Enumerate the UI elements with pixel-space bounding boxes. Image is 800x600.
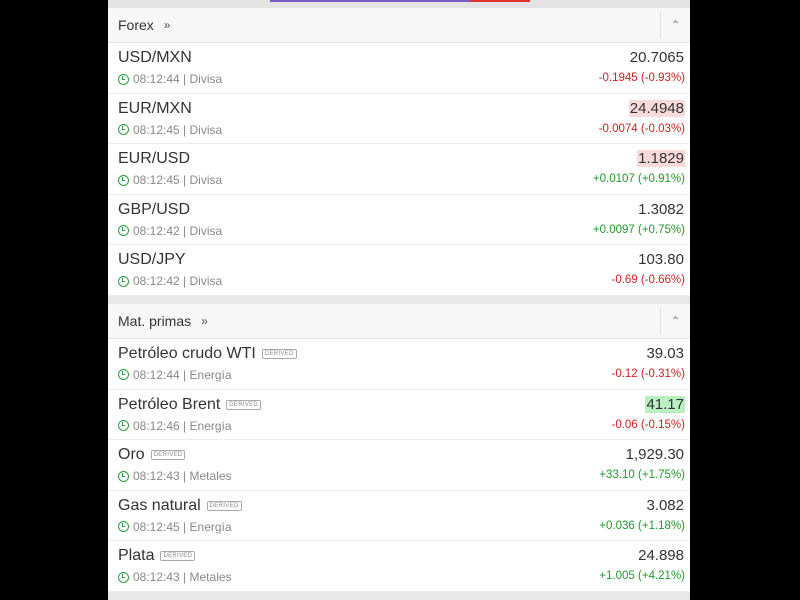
instrument-name[interactable]: EUR/MXN [118,99,192,117]
category: Divisa [189,173,223,188]
instrument-row[interactable]: EUR/MXN 08:12:45 | Divisa 24.4948 -0.007… [108,94,690,145]
more-chevron-icon[interactable]: » [163,18,171,32]
category: Energía [189,519,232,534]
instrument-row[interactable]: EUR/USD 08:12:45 | Divisa 1.1829 +0.0107… [108,144,690,195]
clock-icon [118,571,129,583]
collapse-chevron-icon[interactable]: ⌃ [660,307,690,334]
change: +0.0097 (+0.75%) [592,223,685,236]
instrument-name[interactable]: Plata [118,547,155,565]
change: +33.10 (+1.75%) [599,469,685,482]
change: -0.12 (-0.31%) [611,367,685,380]
update-time: 08:12:45 [133,519,180,534]
update-time: 08:12:45 [133,173,180,188]
price: 1,929.30 [625,446,684,464]
derived-badge: DERIVED [160,551,196,562]
price: 103.80 [638,251,684,269]
price: 24.898 [638,547,684,565]
instrument-row[interactable]: USD/JPY 08:12:42 | Divisa 103.80 -0.69 (… [108,245,690,296]
change: +1.005 (+4.21%) [599,570,685,583]
instrument-row[interactable]: Oro DERIVED 08:12:43 | Metales 1,929.30 +… [108,440,690,491]
change: -0.1945 (-0.93%) [598,72,685,84]
price: 1.1829 [637,150,685,168]
clock-icon [118,275,129,287]
collapse-chevron-icon[interactable]: ⌃ [660,12,690,38]
derived-badge: DERIVED [261,348,297,359]
change: +0.0107 (+0.91%) [592,173,685,186]
derived-badge: DERIVED [206,500,242,511]
clock-icon [118,420,129,432]
clock-icon [118,225,129,237]
section-mat-primas: Mat. primas » ⌃ Petróleo crudo WTI DERIVE… [108,303,690,592]
update-time: 08:12:44 [133,72,180,86]
section-forex: Forex » ⌃ USD/MXN 08:12:44 | Divisa 20.7… [108,8,690,296]
instrument-row[interactable]: Gas natural DERIVED 08:12:45 | Energía 3.… [108,491,690,542]
update-time: 08:12:45 [133,122,180,137]
update-time: 08:12:43 [133,570,180,585]
update-time: 08:12:42 [133,223,180,238]
section-title[interactable]: Forex [118,17,154,33]
instrument-row[interactable]: Plata DERIVED 08:12:43 | Metales 24.898 +… [108,541,690,592]
instrument-row[interactable]: Petróleo crudo WTI DERIVED 08:12:44 | Ene… [108,339,690,390]
change: -0.06 (-0.15%) [611,418,685,431]
price: 41.17 [645,395,685,413]
instrument-row[interactable]: GBP/USD 08:12:42 | Divisa 1.3082 +0.0097… [108,195,690,246]
category: Metales [189,570,232,585]
derived-badge: DERIVED [150,450,186,461]
instrument-row[interactable]: Petróleo Brent DERIVED 08:12:46 | Energía… [108,390,690,441]
category: Energía [189,367,232,382]
update-time: 08:12:46 [133,418,180,433]
price: 3.082 [646,496,684,514]
category: Divisa [189,122,223,137]
instrument-row[interactable]: USD/MXN 08:12:44 | Divisa 20.7065 -0.194… [108,43,690,94]
instrument-name[interactable]: USD/JPY [118,251,186,269]
category: Divisa [189,72,223,86]
category: Energía [189,418,232,433]
price: 1.3082 [638,200,684,218]
section-title[interactable]: Mat. primas [118,312,192,329]
instrument-name[interactable]: USD/MXN [118,49,192,66]
instrument-name[interactable]: Gas natural [118,496,201,514]
instrument-name[interactable]: GBP/USD [118,200,191,218]
price: 20.7065 [629,49,684,66]
section-header[interactable]: Forex » ⌃ [108,8,690,43]
clock-icon [118,73,129,85]
change: -0.0074 (-0.03%) [598,122,685,135]
update-time: 08:12:44 [133,367,180,382]
change: +0.036 (+1.18%) [599,519,685,532]
tab-indicator-bar [108,0,690,8]
more-chevron-icon[interactable]: » [201,313,208,328]
section-header[interactable]: Mat. primas » ⌃ [108,303,690,339]
category: Divisa [189,223,223,238]
update-time: 08:12:43 [133,469,180,484]
instrument-name[interactable]: Petróleo Brent [118,395,221,413]
update-time: 08:12:42 [133,274,180,289]
clock-icon [118,369,129,381]
clock-icon [118,521,129,533]
price: 24.4948 [628,99,685,117]
change: -0.69 (-0.66%) [611,274,685,287]
instrument-name[interactable]: EUR/USD [118,150,191,168]
category: Divisa [189,274,223,289]
market-app: Forex » ⌃ USD/MXN 08:12:44 | Divisa 20.7… [108,0,690,600]
clock-icon [118,470,129,482]
price: 39.03 [646,344,684,362]
clock-icon [118,124,129,136]
instrument-name[interactable]: Petróleo crudo WTI [118,344,256,362]
category: Metales [189,469,232,484]
instrument-name[interactable]: Oro [118,446,145,464]
clock-icon [118,174,129,186]
derived-badge: DERIVED [226,399,262,410]
